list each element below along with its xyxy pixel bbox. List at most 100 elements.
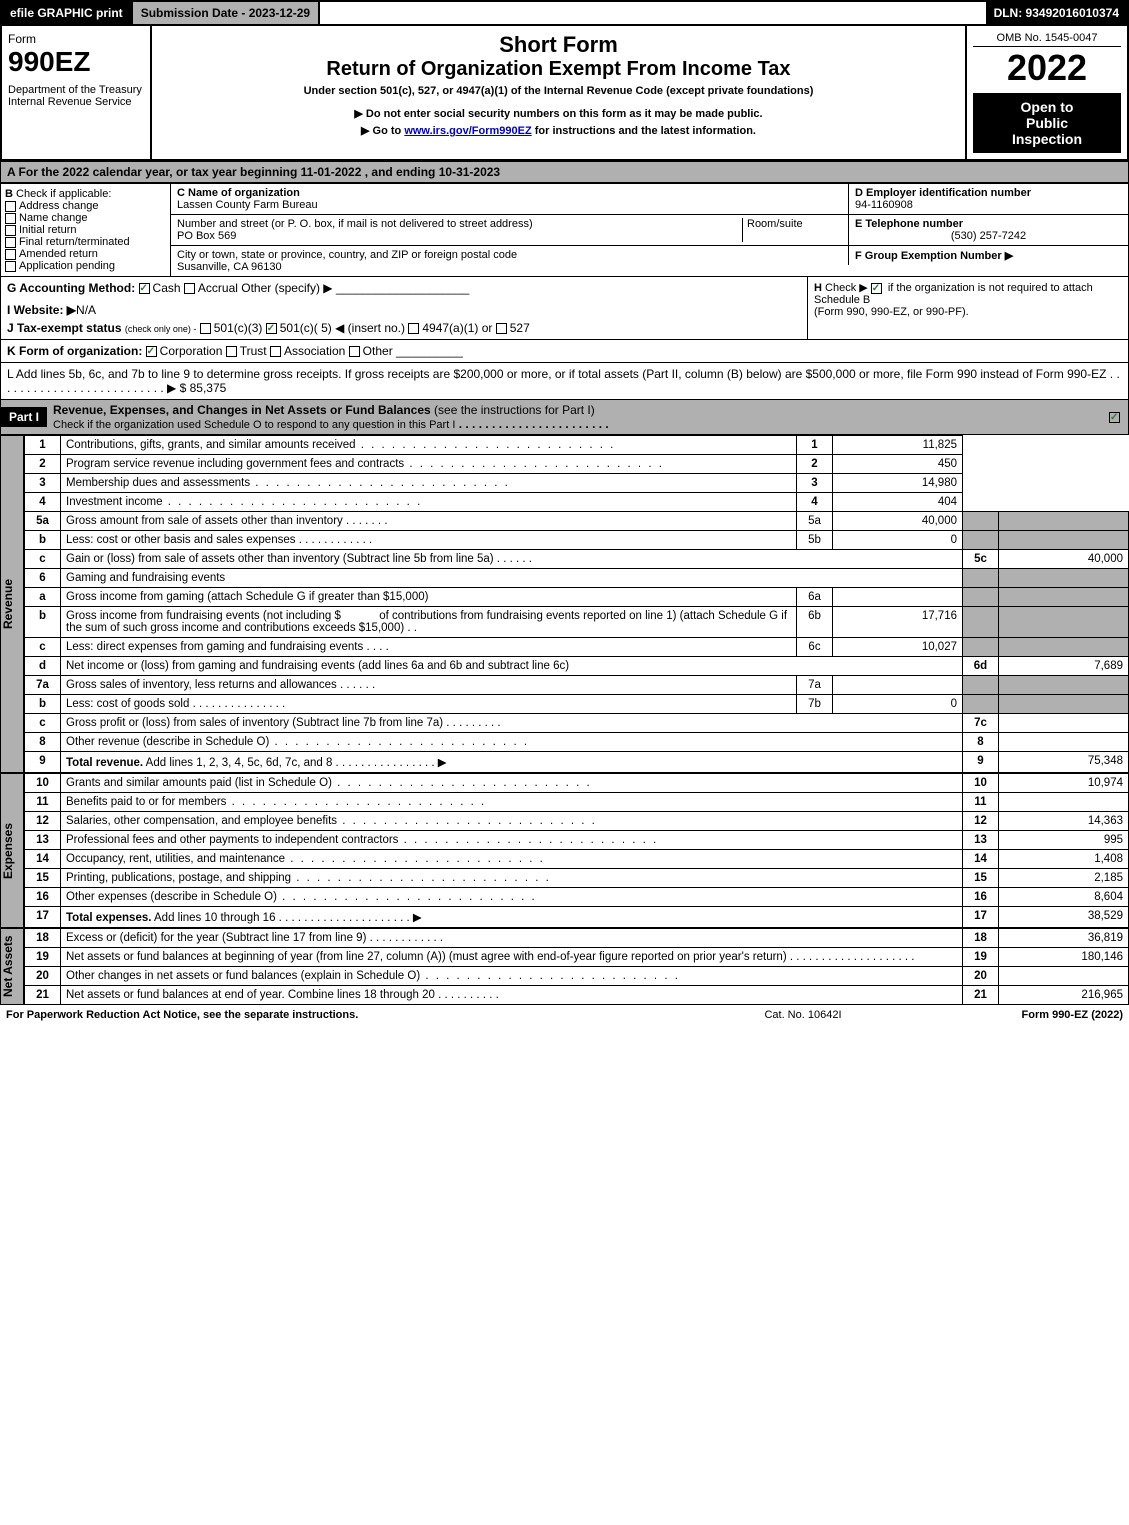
form-note-link: ▶ Go to www.irs.gov/Form990EZ for instru… — [158, 124, 959, 137]
city-state-zip: Susanville, CA 96130 — [177, 261, 282, 273]
line-1: 1Contributions, gifts, grants, and simil… — [25, 436, 1129, 455]
footer-catalog: Cat. No. 10642I — [764, 1009, 841, 1021]
line-5b-amount: 0 — [833, 531, 963, 550]
line-20: 20Other changes in net assets or fund ba… — [25, 967, 1129, 986]
phone-value: (530) 257-7242 — [855, 230, 1122, 242]
info-grid: B Check if applicable: Address change Na… — [0, 183, 1129, 277]
line-21: 21Net assets or fund balances at end of … — [25, 986, 1129, 1005]
checkbox-corporation[interactable] — [146, 346, 157, 357]
line-6a-amount — [833, 588, 963, 607]
phone-cell: E Telephone number(530) 257-7242 — [848, 215, 1128, 246]
line-15: 15Printing, publications, postage, and s… — [25, 869, 1129, 888]
checkbox-501c3[interactable] — [200, 323, 211, 334]
line-13-amount: 995 — [999, 831, 1129, 850]
checkbox-final-return[interactable] — [5, 237, 16, 248]
line-7c-amount — [999, 714, 1129, 733]
line-6d-amount: 7,689 — [999, 657, 1129, 676]
line-18-amount: 36,819 — [999, 929, 1129, 948]
omb-number: OMB No. 1545-0047 — [973, 32, 1121, 47]
section-a-tax-year: A For the 2022 calendar year, or tax yea… — [0, 161, 1129, 183]
line-6d: dNet income or (loss) from gaming and fu… — [25, 657, 1129, 676]
line-18: 18Excess or (deficit) for the year (Subt… — [25, 929, 1129, 948]
top-bar: efile GRAPHIC print Submission Date - 20… — [0, 0, 1129, 26]
street-address: PO Box 569 — [177, 230, 236, 242]
line-16: 16Other expenses (describe in Schedule O… — [25, 888, 1129, 907]
checkbox-initial-return[interactable] — [5, 225, 16, 236]
city-cell: City or town, state or province, country… — [171, 246, 848, 276]
section-h: H Check ▶ if the organization is not req… — [808, 277, 1128, 339]
ein-cell: D Employer identification number94-11609… — [848, 184, 1128, 215]
section-b: B Check if applicable: Address change Na… — [1, 184, 171, 276]
line-21-amount: 216,965 — [999, 986, 1129, 1005]
line-7b-amount: 0 — [833, 695, 963, 714]
line-2: 2Program service revenue including gover… — [25, 455, 1129, 474]
row-g-h: G Accounting Method: Cash Accrual Other … — [0, 277, 1129, 340]
line-12: 12Salaries, other compensation, and empl… — [25, 812, 1129, 831]
form-title-short: Short Form — [158, 32, 959, 58]
ein-value: 94-1160908 — [855, 199, 913, 211]
line-7b: bLess: cost of goods sold . . . . . . . … — [25, 695, 1129, 714]
line-17: 17Total expenses. Add lines 10 through 1… — [25, 907, 1129, 928]
line-6a: aGross income from gaming (attach Schedu… — [25, 588, 1129, 607]
form-number: 990EZ — [8, 46, 144, 78]
irs-link[interactable]: www.irs.gov/Form990EZ — [404, 125, 531, 137]
revenue-side-label: Revenue — [0, 435, 24, 773]
line-3-amount: 14,980 — [833, 474, 963, 493]
line-6b: bGross income from fundraising events (n… — [25, 607, 1129, 638]
form-label: Form — [8, 32, 144, 46]
checkbox-application-pending[interactable] — [5, 261, 16, 272]
checkbox-address-change[interactable] — [5, 201, 16, 212]
line-14-amount: 1,408 — [999, 850, 1129, 869]
submission-date: Submission Date - 2023-12-29 — [133, 2, 320, 24]
section-g-label: G Accounting Method: — [7, 281, 135, 295]
line-6b-amount: 17,716 — [833, 607, 963, 638]
checkbox-cash[interactable] — [139, 283, 150, 294]
line-7a-amount — [833, 676, 963, 695]
checkbox-accrual[interactable] — [184, 283, 195, 294]
line-9: 9Total revenue. Add lines 1, 2, 3, 4, 5c… — [25, 752, 1129, 773]
line-7a: 7aGross sales of inventory, less returns… — [25, 676, 1129, 695]
line-13: 13Professional fees and other payments t… — [25, 831, 1129, 850]
checkbox-trust[interactable] — [226, 346, 237, 357]
line-19: 19Net assets or fund balances at beginni… — [25, 948, 1129, 967]
tax-year: 2022 — [973, 47, 1121, 89]
expenses-side-label: Expenses — [0, 773, 24, 928]
checkbox-schedule-b[interactable] — [871, 283, 882, 294]
section-l: L Add lines 5b, 6c, and 7b to line 9 to … — [0, 363, 1129, 400]
form-header: Form 990EZ Department of the Treasury In… — [0, 26, 1129, 161]
footer-form-ref: Form 990-EZ (2022) — [1022, 1009, 1123, 1021]
checkbox-4947[interactable] — [408, 323, 419, 334]
street-cell: Number and street (or P. O. box, if mail… — [171, 215, 848, 246]
line-2-amount: 450 — [833, 455, 963, 474]
open-inspection-banner: Open toPublicInspection — [973, 93, 1121, 153]
checkbox-501c[interactable] — [266, 323, 277, 334]
line-8-amount — [999, 733, 1129, 752]
efile-print-button[interactable]: efile GRAPHIC print — [2, 2, 133, 24]
checkbox-other-org[interactable] — [349, 346, 360, 357]
line-5a-amount: 40,000 — [833, 512, 963, 531]
line-11: 11Benefits paid to or for members11 — [25, 793, 1129, 812]
netassets-table: 18Excess or (deficit) for the year (Subt… — [24, 928, 1129, 1005]
line-16-amount: 8,604 — [999, 888, 1129, 907]
section-k: K Form of organization: Corporation Trus… — [0, 340, 1129, 363]
netassets-side-label: Net Assets — [0, 928, 24, 1005]
section-j-label: J Tax-exempt status — [7, 321, 122, 335]
website-value: N/A — [76, 303, 96, 317]
dept-treasury: Department of the Treasury — [8, 84, 144, 96]
group-exemption-cell: F Group Exemption Number ▶ — [848, 246, 1128, 265]
form-note-ssn: ▶ Do not enter social security numbers o… — [158, 107, 959, 120]
part-1-label: Part I — [1, 407, 47, 427]
line-6: 6Gaming and fundraising events — [25, 569, 1129, 588]
checkbox-schedule-o[interactable] — [1109, 412, 1120, 423]
form-title-main: Return of Organization Exempt From Incom… — [158, 58, 959, 81]
checkbox-association[interactable] — [270, 346, 281, 357]
line-3: 3Membership dues and assessments314,980 — [25, 474, 1129, 493]
line-20-amount — [999, 967, 1129, 986]
line-15-amount: 2,185 — [999, 869, 1129, 888]
checkbox-name-change[interactable] — [5, 213, 16, 224]
line-14: 14Occupancy, rent, utilities, and mainte… — [25, 850, 1129, 869]
line-17-amount: 38,529 — [999, 907, 1129, 928]
footer-paperwork: For Paperwork Reduction Act Notice, see … — [6, 1009, 764, 1021]
checkbox-527[interactable] — [496, 323, 507, 334]
checkbox-amended-return[interactable] — [5, 249, 16, 260]
